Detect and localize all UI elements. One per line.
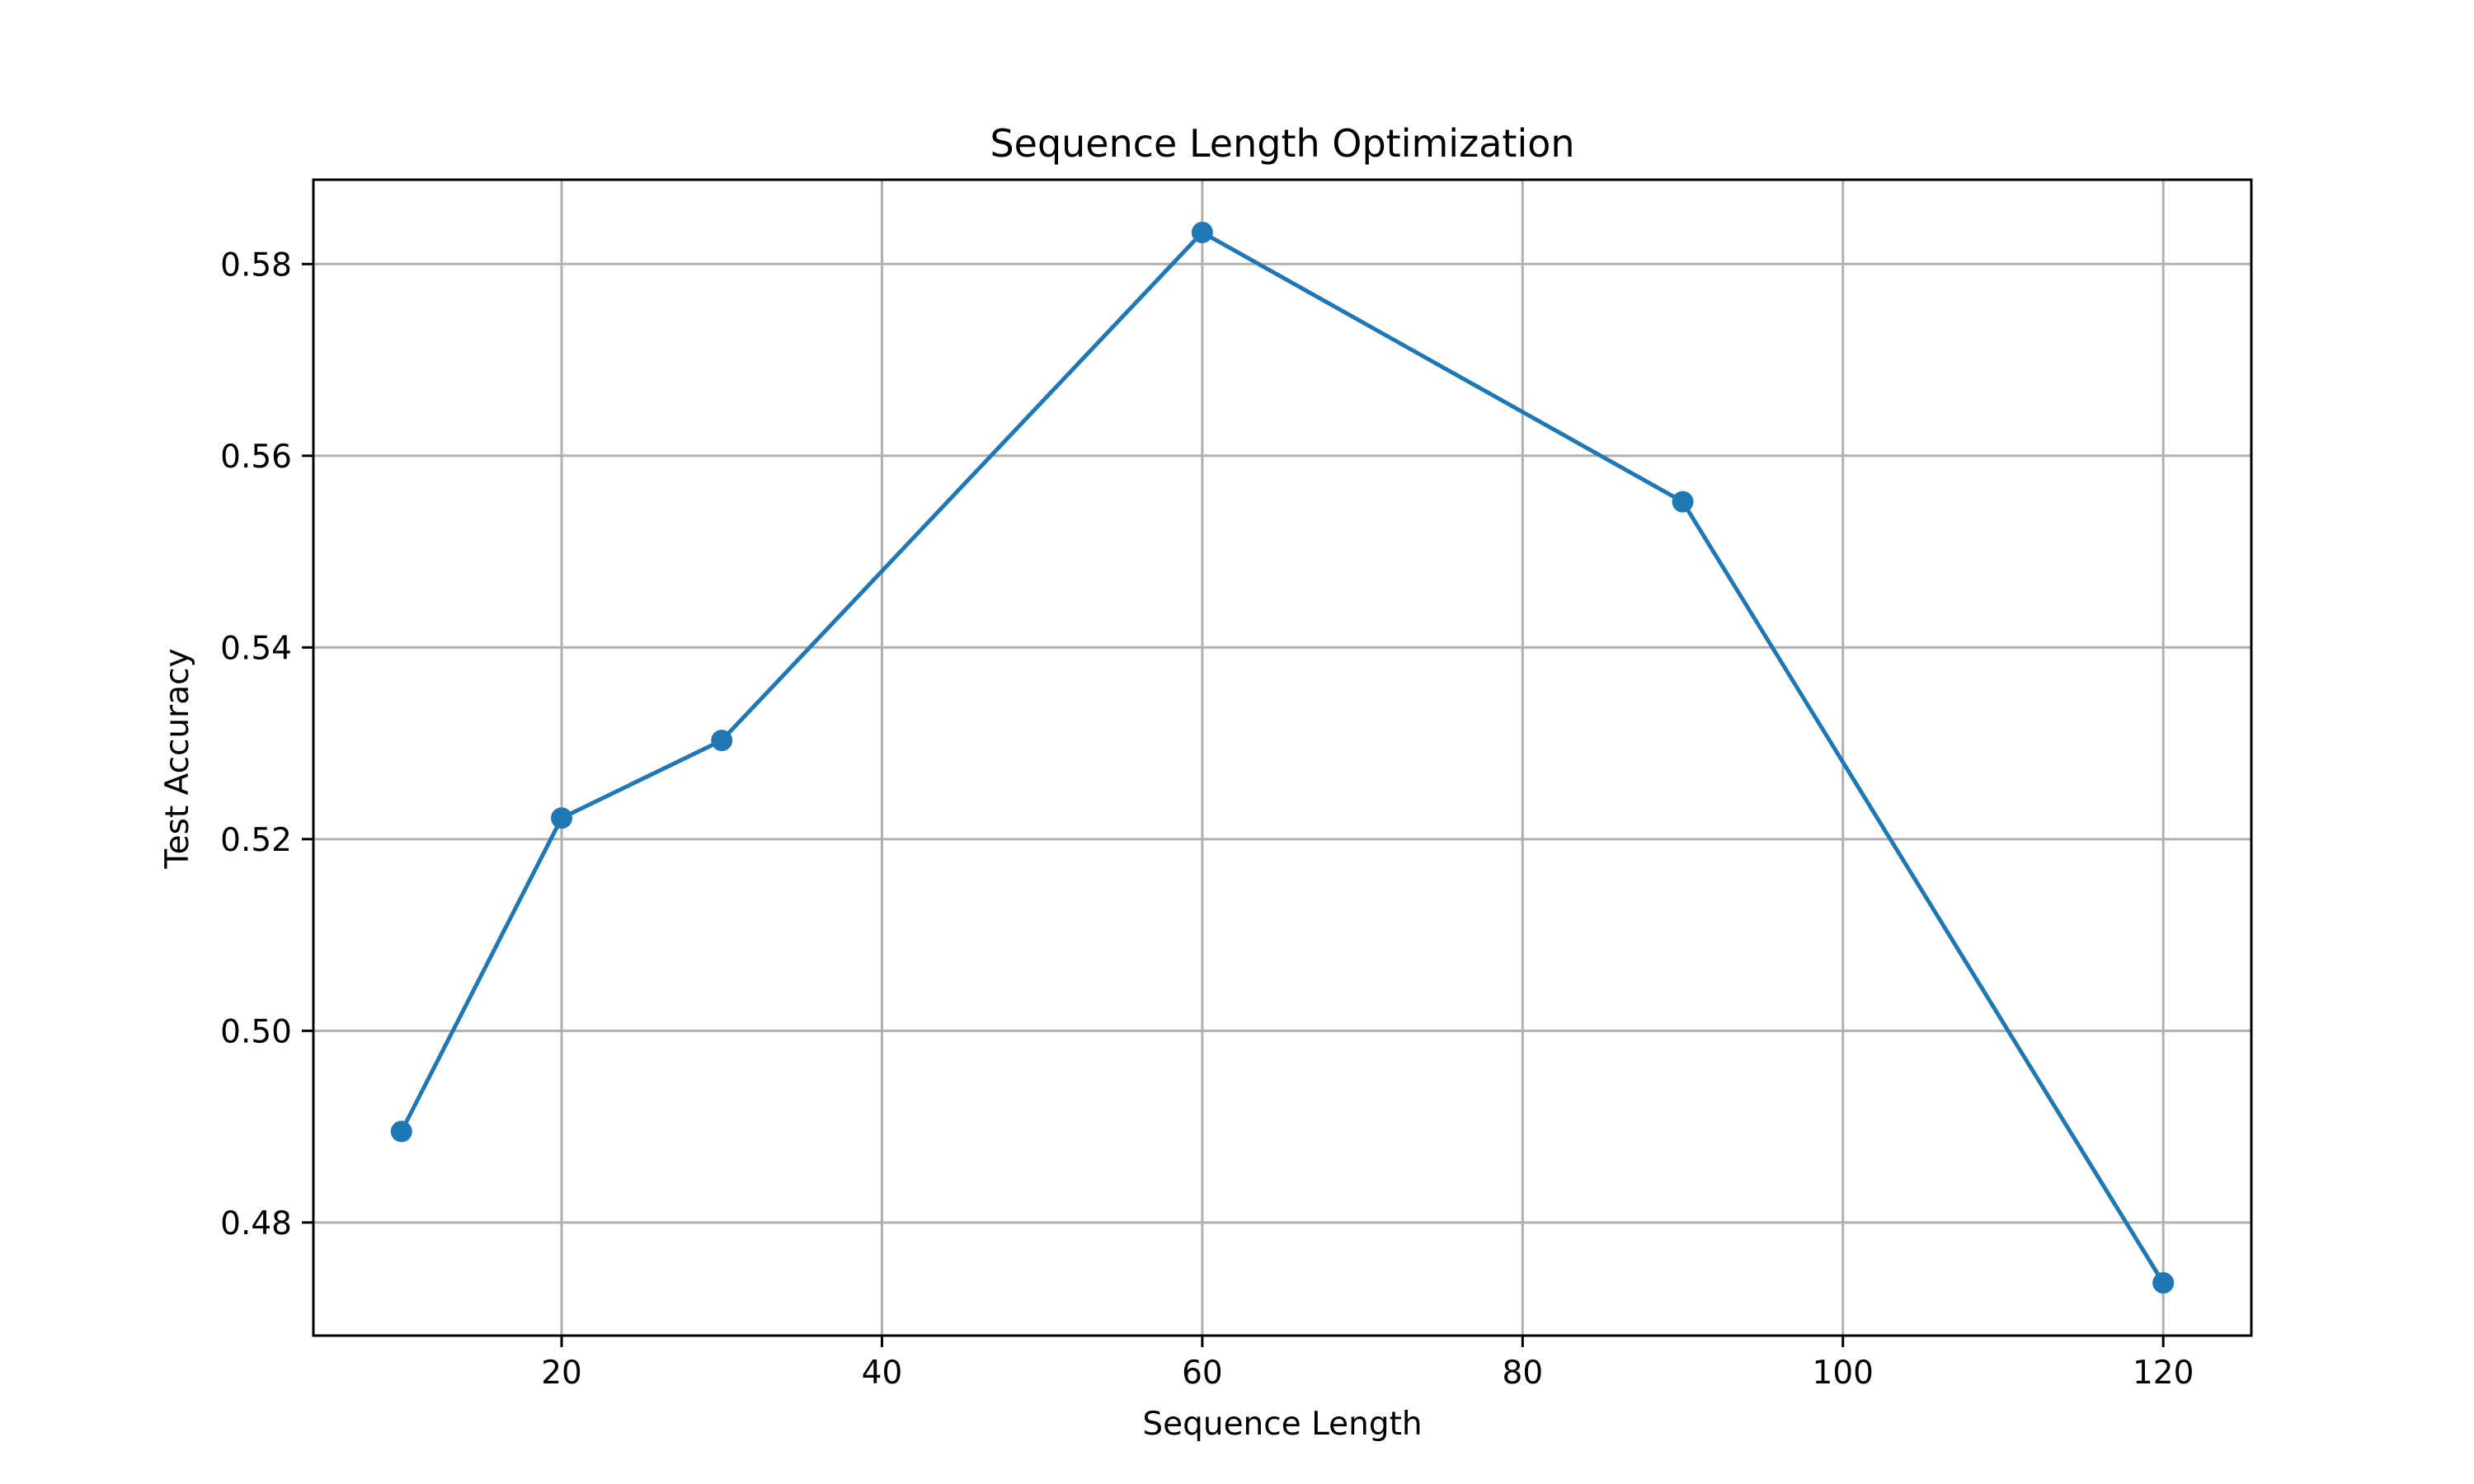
data-point — [390, 1120, 412, 1143]
series-line — [399, 230, 2166, 1285]
plot-frame — [312, 178, 2253, 1337]
x-tick-label: 60 — [1182, 1355, 1223, 1392]
x-tick-label: 120 — [2133, 1355, 2194, 1392]
x-axis-label: Sequence Length — [1142, 1406, 1422, 1443]
chart-title: Sequence Length Optimization — [990, 121, 1574, 166]
grid — [313, 180, 2251, 1336]
x-tick-label: 40 — [862, 1355, 903, 1392]
data-point — [711, 730, 733, 752]
y-tick-label: 0.50 — [220, 1013, 292, 1050]
data-point — [551, 807, 573, 829]
x-tick-label: 20 — [541, 1355, 582, 1392]
data-point — [1672, 491, 1694, 513]
x-tick-label: 80 — [1503, 1355, 1544, 1392]
data-point — [1191, 221, 1213, 243]
y-axis-label: Test Accuracy — [159, 648, 196, 869]
y-tick-label: 0.48 — [220, 1205, 292, 1242]
y-tick-label: 0.56 — [220, 439, 292, 476]
y-tick-label: 0.58 — [220, 247, 292, 284]
axis-ticks: 20 40 60 80 100 120 0.48 0.50 0.52 0.54 0.56 0.58 — [220, 247, 2194, 1392]
y-tick-label: 0.52 — [220, 822, 292, 859]
data-point — [2152, 1272, 2175, 1294]
y-tick-label: 0.54 — [220, 630, 292, 667]
series-layer — [390, 221, 2175, 1294]
x-tick-label: 100 — [1813, 1355, 1874, 1392]
